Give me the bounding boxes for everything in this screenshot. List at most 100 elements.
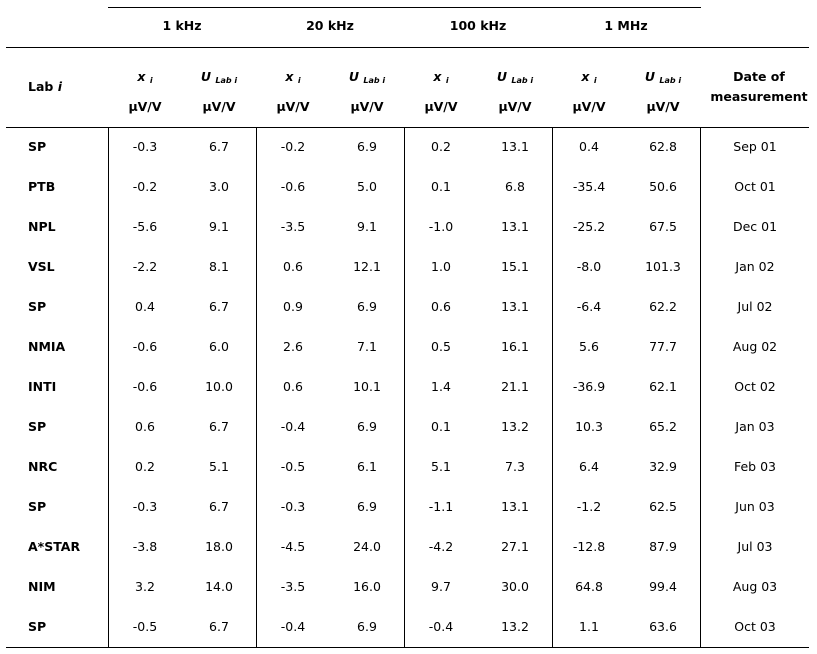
date-cell: Aug 03 bbox=[732, 579, 778, 594]
x-value-cell: -4.5 bbox=[280, 539, 306, 554]
unit-header-100khz: μV/V bbox=[424, 99, 458, 114]
date-cell: Jul 02 bbox=[737, 299, 773, 314]
date-cell: Oct 03 bbox=[734, 619, 776, 634]
u-value-cell: 50.6 bbox=[649, 179, 677, 194]
u-value-cell: 16.1 bbox=[501, 339, 529, 354]
table-row: A*STAR -3.8 18.0 -4.5 24.0 -4.2 27.1 -12.8 87.9 J… bbox=[0, 537, 817, 557]
unit-header-20khz: μV/V bbox=[276, 99, 310, 114]
u-value-cell: 8.1 bbox=[209, 259, 229, 274]
date-cell: Jul 03 bbox=[737, 539, 773, 554]
lab-name: NPL bbox=[28, 219, 56, 234]
date-header-line1: Date of bbox=[733, 69, 785, 84]
x-value-cell: 0.4 bbox=[579, 139, 599, 154]
unit-header-1mhz: μV/V bbox=[572, 99, 606, 114]
freq-header-100khz: 100 kHz bbox=[449, 18, 507, 33]
col-divider-1mhz bbox=[700, 127, 701, 647]
col-divider-lab bbox=[108, 127, 109, 647]
col-divider-100khz bbox=[552, 127, 553, 647]
u-value-cell: 21.1 bbox=[501, 379, 529, 394]
u-value-cell: 6.8 bbox=[505, 179, 525, 194]
unit-header-20khz: μV/V bbox=[350, 99, 384, 114]
x-value-cell: 0.9 bbox=[283, 299, 303, 314]
x-value-cell: -0.4 bbox=[280, 419, 306, 434]
u-symbol-header-1mhz: U Lab i bbox=[626, 69, 700, 85]
x-value-cell: -0.3 bbox=[132, 139, 158, 154]
date-cell: Sep 01 bbox=[733, 139, 777, 154]
u-value-cell: 101.3 bbox=[645, 259, 681, 274]
date-cell: Oct 02 bbox=[734, 379, 776, 394]
x-value-cell: -0.3 bbox=[280, 499, 306, 514]
lab-name: SP bbox=[28, 499, 47, 514]
u-symbol: U bbox=[348, 69, 360, 84]
x-value-cell: -12.8 bbox=[572, 539, 606, 554]
u-value-cell: 77.7 bbox=[649, 339, 677, 354]
table-row: SP -0.3 6.7 -0.2 6.9 0.2 13.1 0.4 62.8 Sep 01 bbox=[0, 137, 817, 157]
top-rule bbox=[108, 7, 701, 8]
col-divider-20khz bbox=[404, 127, 405, 647]
u-value-cell: 3.0 bbox=[209, 179, 229, 194]
x-value-cell: -1.1 bbox=[428, 499, 454, 514]
u-value-cell: 30.0 bbox=[501, 579, 529, 594]
x-value-cell: -8.0 bbox=[576, 259, 602, 274]
freq-header-1khz: 1 kHz bbox=[162, 18, 202, 33]
unit-header-1khz: μV/V bbox=[202, 99, 236, 114]
table-row: VSL -2.2 8.1 0.6 12.1 1.0 15.1 -8.0 101.3 Jan 02 bbox=[0, 257, 817, 277]
date-cell: Jun 03 bbox=[735, 499, 775, 514]
u-value-cell: 62.8 bbox=[649, 139, 677, 154]
unit-header-100khz: μV/V bbox=[498, 99, 532, 114]
lab-name: NIM bbox=[28, 579, 56, 594]
x-symbol-header-100khz: x i bbox=[404, 69, 478, 85]
x-value-cell: 0.5 bbox=[431, 339, 451, 354]
x-value-cell: 0.6 bbox=[283, 259, 303, 274]
u-value-cell: 13.1 bbox=[501, 499, 529, 514]
u-value-cell: 87.9 bbox=[649, 539, 677, 554]
u-value-cell: 7.3 bbox=[505, 459, 525, 474]
u-subscript: Lab i bbox=[511, 76, 534, 85]
lab-name: SP bbox=[28, 619, 47, 634]
x-value-cell: 5.6 bbox=[579, 339, 599, 354]
x-value-cell: 1.0 bbox=[431, 259, 451, 274]
u-value-cell: 6.9 bbox=[357, 139, 377, 154]
u-value-cell: 62.1 bbox=[649, 379, 677, 394]
x-value-cell: -35.4 bbox=[572, 179, 606, 194]
x-symbol: x bbox=[581, 69, 590, 84]
u-value-cell: 12.1 bbox=[353, 259, 381, 274]
x-value-cell: -0.4 bbox=[428, 619, 454, 634]
u-value-cell: 6.7 bbox=[209, 299, 229, 314]
lab-name: SP bbox=[28, 419, 47, 434]
date-cell: Feb 03 bbox=[733, 459, 776, 474]
x-value-cell: 3.2 bbox=[135, 579, 155, 594]
lab-name: SP bbox=[28, 139, 47, 154]
x-subscript: i bbox=[149, 76, 153, 85]
x-value-cell: -0.3 bbox=[132, 499, 158, 514]
x-value-cell: -3.8 bbox=[132, 539, 158, 554]
x-subscript: i bbox=[593, 76, 597, 85]
u-value-cell: 13.1 bbox=[501, 219, 529, 234]
x-value-cell: 0.6 bbox=[135, 419, 155, 434]
x-value-cell: -0.6 bbox=[132, 379, 158, 394]
date-header-line2: measurement bbox=[710, 89, 808, 104]
x-symbol: x bbox=[137, 69, 146, 84]
x-value-cell: 64.8 bbox=[575, 579, 603, 594]
date-cell: Oct 01 bbox=[734, 179, 776, 194]
u-value-cell: 6.1 bbox=[357, 459, 377, 474]
table-row: SP 0.6 6.7 -0.4 6.9 0.1 13.2 10.3 65.2 Jan 03 bbox=[0, 417, 817, 437]
x-value-cell: 0.4 bbox=[135, 299, 155, 314]
lab-name: NRC bbox=[28, 459, 58, 474]
u-value-cell: 6.7 bbox=[209, 419, 229, 434]
u-value-cell: 9.1 bbox=[357, 219, 377, 234]
u-symbol: U bbox=[496, 69, 508, 84]
x-value-cell: -1.0 bbox=[428, 219, 454, 234]
u-value-cell: 5.0 bbox=[357, 179, 377, 194]
x-value-cell: -0.4 bbox=[280, 619, 306, 634]
lab-name: PTB bbox=[28, 179, 56, 194]
col-divider-1khz bbox=[256, 127, 257, 647]
u-subscript: Lab i bbox=[659, 76, 682, 85]
lab-header-text: Lab bbox=[28, 79, 54, 94]
table-row: NMIA -0.6 6.0 2.6 7.1 0.5 16.1 5.6 77.7 Aug 02 bbox=[0, 337, 817, 357]
u-symbol-header-100khz: U Lab i bbox=[478, 69, 552, 85]
x-value-cell: 9.7 bbox=[431, 579, 451, 594]
freq-header-1mhz: 1 MHz bbox=[604, 18, 648, 33]
table-row: SP 0.4 6.7 0.9 6.9 0.6 13.1 -6.4 62.2 Jul 02 bbox=[0, 297, 817, 317]
x-value-cell: -25.2 bbox=[572, 219, 606, 234]
